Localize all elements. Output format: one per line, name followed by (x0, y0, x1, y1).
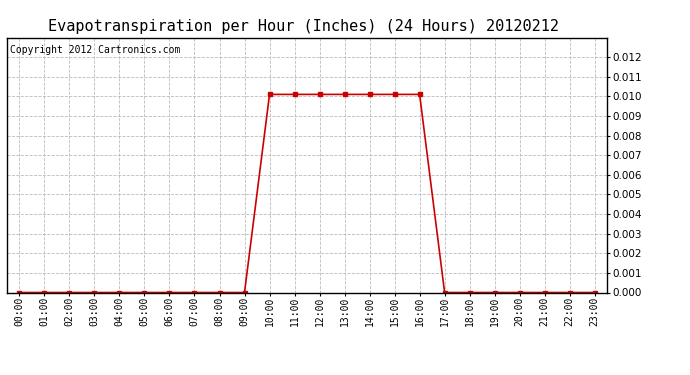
Text: Copyright 2012 Cartronics.com: Copyright 2012 Cartronics.com (10, 45, 180, 55)
Text: Evapotranspiration per Hour (Inches) (24 Hours) 20120212: Evapotranspiration per Hour (Inches) (24… (48, 19, 559, 34)
